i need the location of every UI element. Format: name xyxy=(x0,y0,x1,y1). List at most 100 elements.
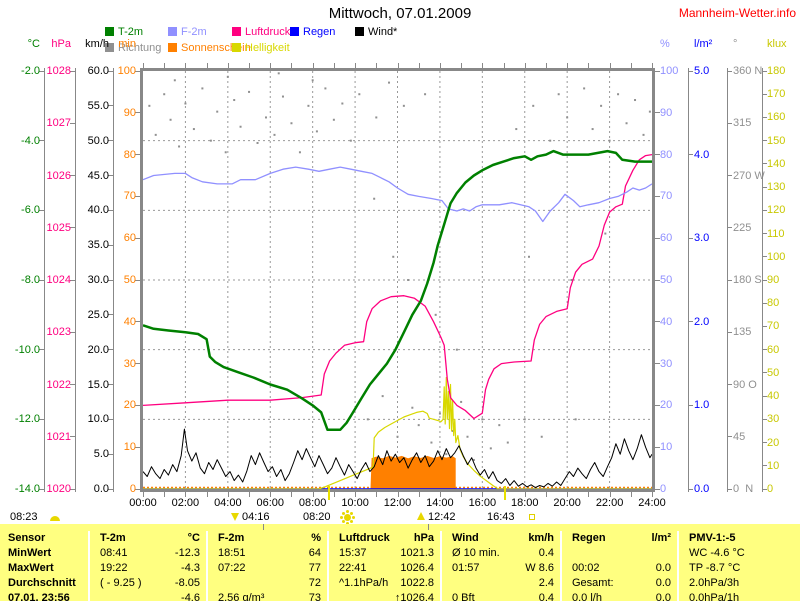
table-cell-time xyxy=(562,546,572,561)
table-cell-value: 0.0 xyxy=(655,592,671,601)
table-cell-value: 0.0 xyxy=(655,562,671,574)
axis-x-tick xyxy=(727,175,732,176)
table-header-unit: l/m² xyxy=(651,532,671,544)
axis-klux-tick-label: 160 xyxy=(767,111,786,124)
legend-label-t2m: T-2m xyxy=(118,26,144,38)
richtung-dot xyxy=(358,93,361,96)
moonrise-arrow-up-icon xyxy=(417,512,425,520)
axis-klux-tick xyxy=(762,349,767,351)
axis-kmxh-tick xyxy=(108,349,113,351)
table-header-name: T-2m xyxy=(100,532,126,544)
sunrise-time: 08:20 xyxy=(303,511,331,523)
richtung-dot xyxy=(148,104,151,107)
axis-%-tick xyxy=(655,321,660,323)
table-header-name: F-2m xyxy=(218,532,245,544)
axis-xC-line xyxy=(44,68,45,492)
axis-kmxh-tick xyxy=(108,314,113,316)
axis-lxmx-tick xyxy=(688,488,693,490)
axis-kmxh-tick xyxy=(108,244,113,246)
axis-kmxh-tick-label: 60.0 xyxy=(87,65,109,77)
richtung-dot xyxy=(341,102,344,105)
axis-lxmx-tick-label: 4.0 xyxy=(694,148,710,161)
table-cell-value: -4.3 xyxy=(181,562,200,574)
table-col-regen: Regen l/m² 00:02 0.0 Gesamt: 0.0 0.0 l/h 0.0 xyxy=(560,531,677,601)
axis-xC-tick-label: -14.0 xyxy=(14,483,40,495)
richtung-dot xyxy=(201,87,204,90)
axis-kmxh-tick xyxy=(108,209,113,211)
x-tick-bottom xyxy=(630,492,632,497)
x-tick-bottom xyxy=(482,492,484,497)
table-header-name: PMV-1:-5 xyxy=(689,532,736,544)
x-tick-bottom xyxy=(206,492,208,497)
table-cell-t2m: -4.6 xyxy=(90,591,206,601)
richtung-dot xyxy=(434,313,437,316)
richtung-dot xyxy=(163,93,166,96)
x-axis-label: 24:00 xyxy=(638,497,666,509)
axis-klux-tick-label: 140 xyxy=(767,157,786,170)
table-header-pmv15: PMV-1:-5 xyxy=(679,531,800,546)
richtung-dot xyxy=(648,110,651,113)
axis-hPa-unit: hPa xyxy=(51,38,71,50)
axis-hPa-tick xyxy=(70,488,75,490)
table-cell-wind: 0 Bft 0.4 xyxy=(442,591,560,601)
x-axis-label: 18:00 xyxy=(510,497,539,509)
table-header-unit: °C xyxy=(187,532,200,544)
x-tick-bottom xyxy=(545,492,547,497)
series-luftdruck-line xyxy=(143,153,652,420)
richtung-dot xyxy=(366,418,369,421)
axis-lxmx-tick-label: 1.0 xyxy=(694,399,710,412)
axis-klux-unit: klux xyxy=(767,38,787,50)
axis-x-tick-label: 45 xyxy=(733,430,746,443)
table-header-f2m: F-2m% xyxy=(208,531,327,546)
legend-label-helligkeit: Helligkeit xyxy=(245,42,290,54)
axis-%-tick xyxy=(655,279,660,281)
axis-kmxh-line xyxy=(113,68,114,492)
x-axis-label: 12:00 xyxy=(383,497,412,509)
x-tick-top xyxy=(376,63,378,68)
x-tick-top xyxy=(249,63,251,68)
richtung-dot xyxy=(307,104,310,107)
legend-swatch-richtung xyxy=(105,43,114,52)
table-row-label: 07.01. 23:56 xyxy=(8,592,70,601)
legend-item-richtung: Richtung xyxy=(105,42,161,54)
richtung-dot xyxy=(216,110,219,113)
axis-%-tick-label: 70 xyxy=(660,190,673,203)
site-link[interactable]: Mannheim-Wetter.info xyxy=(678,6,796,20)
axis-xC-tick xyxy=(39,349,44,351)
axis-xC-tick xyxy=(39,488,44,490)
axis-%-tick xyxy=(655,488,660,490)
axis-min-tick-label: 80 xyxy=(123,148,136,161)
table-header-unit: hPa xyxy=(413,532,434,544)
legend-label-wind: Wind* xyxy=(368,26,398,38)
axis-min-tick-label: 0 xyxy=(129,483,136,495)
table-cell-time xyxy=(90,591,100,601)
table-cell-value xyxy=(794,591,800,601)
axis-min-tick-label: 70 xyxy=(123,190,136,203)
table-cell-time: 07:22 xyxy=(218,562,246,574)
richtung-dot xyxy=(273,133,276,136)
series-t2m-line xyxy=(143,149,652,432)
richtung-dot xyxy=(233,99,236,102)
axis-klux-tick xyxy=(762,372,767,374)
axis-x-unit: ° xyxy=(733,38,738,50)
sonnenschein-area xyxy=(370,455,456,489)
axis-klux-tick-label: 90 xyxy=(767,274,780,286)
axis-xC-tick-label: -6.0 xyxy=(21,204,40,217)
axis-klux-tick-label: 100 xyxy=(767,250,786,263)
axis-hPa-tick-label: 1024 xyxy=(46,274,71,286)
richtung-dot xyxy=(451,429,454,432)
axis-%-tick xyxy=(655,404,660,406)
richtung-dot xyxy=(392,255,395,258)
table-cell-value xyxy=(794,576,800,591)
table-cell-value: 72 xyxy=(308,577,321,589)
axis-klux-tick-label: 40 xyxy=(767,390,780,403)
axis-min-unit: min xyxy=(118,38,136,50)
table-cell-value: -8.05 xyxy=(174,577,200,589)
axis-x-tick-label: 0 N xyxy=(733,483,754,495)
axis-min-tick xyxy=(135,112,140,114)
richtung-dot xyxy=(472,458,475,461)
richtung-dot xyxy=(290,122,293,125)
series-f2m-line xyxy=(143,166,652,223)
x-tick-top xyxy=(206,63,208,68)
axis-x-tick-label: 270 W xyxy=(733,169,765,182)
